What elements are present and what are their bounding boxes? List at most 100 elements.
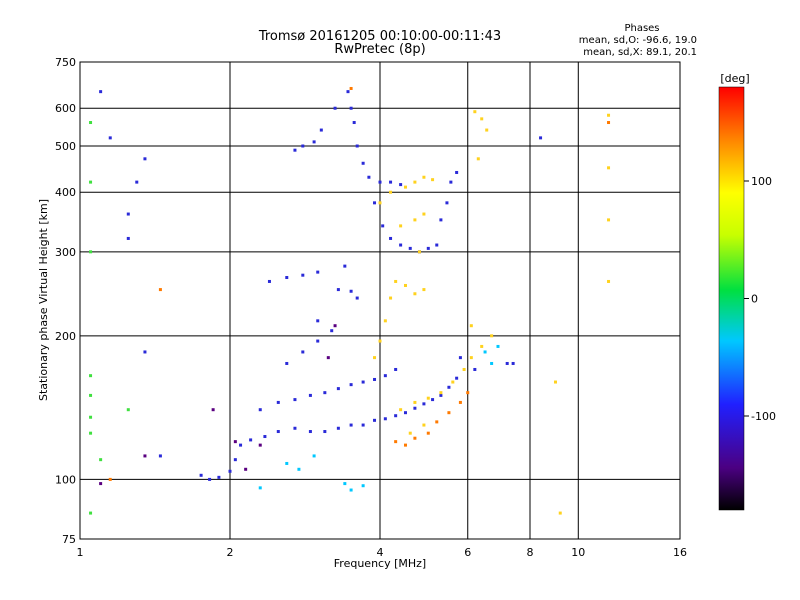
data-point (355, 144, 359, 148)
data-point (476, 157, 480, 161)
data-point (435, 243, 439, 247)
data-point (413, 180, 417, 184)
data-point (607, 121, 611, 125)
x-tick-label: 2 (227, 546, 234, 559)
data-point (343, 482, 347, 486)
data-point (399, 408, 403, 412)
x-axis-label: Frequency [MHz] (334, 557, 426, 570)
data-point (445, 201, 449, 205)
data-point (439, 391, 443, 395)
data-point (126, 236, 130, 240)
data-point (511, 361, 515, 365)
data-point (244, 467, 248, 471)
data-point (316, 339, 320, 343)
stats-line-o: mean, sd,O: -96.6, 19.0 (579, 35, 697, 46)
data-point (263, 435, 267, 439)
data-point (285, 361, 289, 365)
data-point (373, 356, 377, 360)
data-point (346, 90, 350, 94)
data-point (99, 458, 103, 462)
data-point (451, 380, 455, 384)
chart-title: Tromsø 20161205 00:10:00-00:11:43 (258, 29, 501, 44)
data-point (455, 376, 459, 380)
data-point (326, 356, 330, 360)
data-point (333, 106, 337, 110)
data-point (473, 110, 477, 114)
data-point (466, 391, 470, 395)
data-point (417, 250, 421, 254)
data-point (316, 270, 320, 274)
data-point (336, 426, 340, 430)
data-point (389, 236, 393, 240)
data-point (558, 511, 562, 515)
data-point (431, 178, 435, 182)
data-point (99, 90, 103, 94)
data-point (89, 431, 93, 435)
data-point (607, 218, 611, 222)
data-point (217, 475, 221, 479)
data-point (394, 440, 398, 444)
data-point (89, 415, 93, 419)
data-point (333, 324, 337, 328)
data-point (301, 144, 305, 148)
data-point (490, 361, 494, 365)
data-point (480, 117, 484, 121)
data-point (349, 383, 353, 387)
data-point (422, 423, 426, 427)
data-point (211, 408, 215, 412)
y-tick-label: 400 (55, 186, 76, 199)
x-tick-label: 10 (571, 546, 585, 559)
y-tick-label: 500 (55, 140, 76, 153)
data-point (462, 367, 466, 371)
data-point (352, 121, 356, 125)
y-tick-label: 100 (55, 473, 76, 486)
data-point (89, 180, 93, 184)
data-point (413, 400, 417, 404)
data-point (469, 356, 473, 360)
data-point (293, 148, 297, 152)
data-point (483, 350, 487, 354)
data-point (135, 180, 139, 184)
data-point (361, 161, 365, 165)
data-point (367, 175, 371, 179)
data-point (293, 426, 297, 430)
data-point (316, 319, 320, 323)
data-point (285, 461, 289, 465)
data-point (108, 136, 112, 140)
data-point (394, 414, 398, 418)
stats-line-x: mean, sd,X: 89.1, 20.1 (583, 47, 697, 58)
data-point (485, 128, 489, 132)
colorbar-label: [deg] (720, 72, 749, 85)
data-point (89, 121, 93, 125)
data-point (455, 170, 459, 174)
data-point (308, 430, 312, 434)
data-point (373, 418, 377, 422)
data-point (312, 140, 316, 144)
y-tick-label: 600 (55, 102, 76, 115)
data-point (258, 443, 262, 447)
data-point (439, 393, 443, 397)
data-point (361, 484, 365, 488)
data-point (426, 431, 430, 435)
data-point (381, 224, 385, 228)
stats-heading: Phases (624, 23, 659, 34)
data-point (413, 436, 417, 440)
data-point (422, 402, 426, 406)
data-point (607, 279, 611, 283)
data-point (233, 440, 237, 444)
data-point (389, 296, 393, 300)
colorbar (718, 86, 745, 511)
data-point (258, 408, 262, 412)
data-point (383, 319, 387, 323)
data-point (413, 292, 417, 296)
data-point (399, 224, 403, 228)
data-point (383, 374, 387, 378)
chart-subtitle: RwPretec (8p) (334, 42, 425, 57)
data-point (403, 411, 407, 415)
data-point (403, 185, 407, 189)
data-point (323, 391, 327, 395)
data-point (308, 393, 312, 397)
data-point (293, 398, 297, 402)
data-point (158, 288, 162, 292)
data-point (89, 393, 93, 397)
